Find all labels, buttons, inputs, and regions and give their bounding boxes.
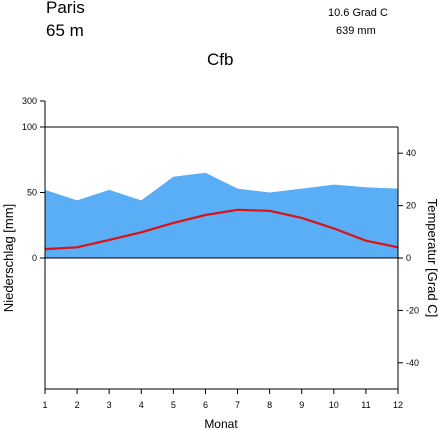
mean-temperature: 10.6 Grad C [328,7,388,19]
x-tick-label: 2 [75,400,80,410]
x-tick-label: 4 [139,400,144,410]
right-tick-label: -20 [406,305,419,315]
station-elevation: 65 m [46,21,84,40]
x-tick-label: 6 [203,400,208,410]
x-tick-label: 8 [267,400,272,410]
x-tick-label: 1 [42,400,47,410]
left-tick-label: 100 [22,122,37,132]
left-tick-label: 0 [32,253,37,263]
precipitation-area [45,172,398,258]
station-name: Paris [46,0,85,17]
right-tick-label: 0 [406,253,411,263]
x-axis-label: Monat [204,417,238,430]
right-tick-label: -40 [406,358,419,368]
x-tick-label: 3 [107,400,112,410]
x-tick-label: 7 [235,400,240,410]
y-axis-label-right: Temperatur [Grad C] [425,199,439,318]
annual-precipitation: 639 mm [336,25,376,37]
temperature-line [44,208,399,251]
y-axis-label-left: Niederschlag [mm] [1,204,16,312]
climate-class: Cfb [207,50,234,69]
right-tick-label: 40 [406,148,416,158]
left-tick-label: 300 [22,96,37,106]
x-tick-label: 11 [361,400,370,410]
x-tick-label: 5 [171,400,176,410]
x-tick-label: 10 [329,400,339,410]
x-tick-label: 12 [393,400,403,410]
left-tick-label: 50 [27,188,37,198]
x-tick-label: 9 [299,400,304,410]
right-tick-label: 20 [406,201,416,211]
